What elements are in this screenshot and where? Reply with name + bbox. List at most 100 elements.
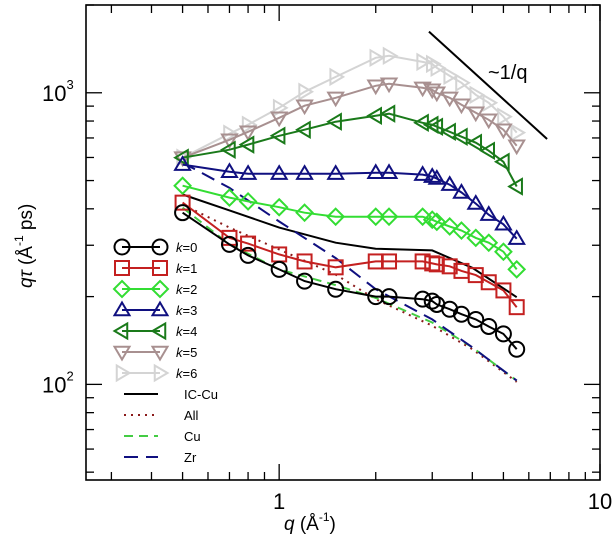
legend-marker: [150, 300, 170, 317]
legend-label: All: [184, 408, 199, 423]
data-point: [425, 54, 442, 74]
data-point: [479, 141, 495, 160]
legend-label: Zr: [184, 450, 197, 465]
data-point: [494, 242, 513, 262]
legend-label-k: k: [176, 261, 184, 276]
data-point: [269, 111, 289, 128]
data-point: [295, 203, 314, 223]
data-point: [493, 152, 510, 172]
x-axis-label-exp: -1: [319, 510, 330, 524]
data-point: [238, 164, 258, 180]
data-point: [423, 292, 441, 310]
data-point: [326, 164, 345, 180]
data-point: [327, 259, 344, 276]
data-point: [220, 188, 239, 208]
data-point: [367, 288, 385, 306]
data-point: [220, 162, 239, 179]
data-point: [479, 233, 499, 253]
legend-label: k=3: [176, 303, 197, 318]
data-point: [428, 256, 445, 273]
data-point: [466, 133, 483, 152]
data-point: [440, 217, 460, 236]
data-point: [413, 207, 433, 227]
data-point: [440, 122, 456, 142]
legend-label: k=6: [176, 366, 197, 381]
data-point: [443, 66, 460, 86]
series-line: [182, 211, 518, 350]
legend-label: k=5: [176, 345, 197, 360]
legend-item-k0: k=0: [113, 238, 197, 256]
data-point: [326, 91, 345, 108]
data-point: [441, 258, 458, 275]
data-point: [479, 205, 498, 221]
legend-marker: [150, 345, 170, 362]
legend-label: k=4: [176, 324, 197, 339]
data-point: [466, 106, 486, 123]
data-point: [510, 123, 527, 142]
data-point: [326, 207, 346, 227]
legend-label-val: =4: [183, 324, 198, 339]
data-point: [427, 169, 447, 185]
data-point: [507, 177, 523, 196]
data-point: [430, 58, 447, 78]
legend-label-val: =5: [183, 345, 198, 360]
data-point: [295, 120, 311, 139]
curve-zr: [182, 161, 518, 382]
data-point: [507, 139, 526, 156]
y-tick-label: 103: [42, 77, 74, 106]
data-point: [479, 113, 498, 130]
legend-item-cu: Cu: [124, 429, 201, 444]
series-line: [182, 112, 518, 187]
data-point: [327, 280, 345, 298]
y-tick-base: 10: [42, 372, 66, 397]
data-point: [452, 221, 471, 240]
x-axis-label: q (Å-1): [284, 510, 336, 535]
data-point: [174, 194, 191, 211]
data-point: [381, 253, 398, 270]
legend-label-k: k: [176, 366, 184, 381]
data-point: [427, 117, 444, 136]
series-k5: [173, 77, 526, 168]
legend-marker: [112, 321, 129, 341]
data-point: [494, 325, 512, 343]
legend-label-val: =2: [183, 282, 198, 297]
data-point: [173, 155, 192, 171]
legend-marker: [150, 279, 170, 299]
data-point: [469, 85, 486, 105]
data-point: [366, 79, 385, 96]
legend-label: k=2: [176, 282, 197, 297]
data-point: [366, 163, 385, 179]
reference-line-one-over-q: [428, 30, 548, 140]
data-point: [480, 274, 497, 291]
data-point: [296, 253, 313, 270]
data-point: [422, 83, 442, 100]
data-point: [379, 207, 399, 227]
data-point: [467, 310, 485, 328]
series-line: [182, 82, 518, 159]
data-point: [466, 228, 486, 248]
data-point: [427, 212, 447, 232]
data-point: [455, 73, 471, 93]
data-point: [173, 148, 189, 167]
data-point: [220, 235, 238, 253]
data-point: [379, 163, 399, 179]
data-point: [295, 164, 314, 180]
data-point: [298, 82, 315, 102]
y-axis-label-exp: -1: [12, 235, 26, 246]
legend-item-k5: k=5: [112, 345, 197, 362]
x-tick-label: 1: [273, 489, 285, 514]
data-point: [495, 282, 512, 299]
legend-marker: [114, 260, 130, 276]
data-point: [240, 235, 257, 252]
data-point: [366, 106, 382, 126]
data-point: [379, 77, 399, 94]
y-tick-exp: 2: [66, 368, 73, 383]
series-k4: [173, 104, 523, 196]
data-point: [269, 164, 289, 180]
legend-item-k1: k=1: [114, 260, 198, 276]
data-point: [369, 48, 386, 68]
legend-label-val: =1: [183, 261, 198, 276]
